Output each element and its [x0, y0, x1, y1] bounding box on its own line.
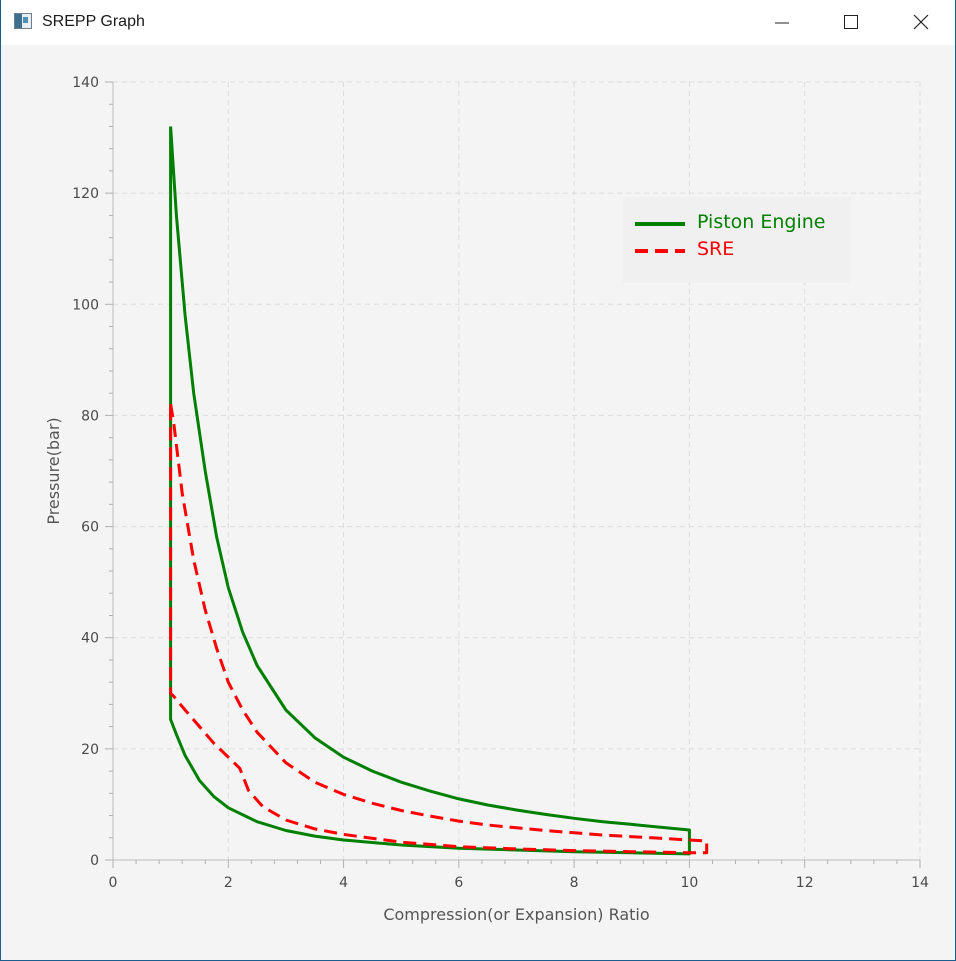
- y-tick-label: 120: [72, 186, 99, 202]
- x-tick-label: 0: [109, 875, 118, 891]
- series-line-piston-engine: [169, 126, 691, 856]
- axes: [105, 81, 921, 868]
- x-tick-label: 12: [796, 875, 814, 891]
- legend-label-sre: SRE: [697, 238, 735, 260]
- x-tick-label: 4: [339, 875, 348, 891]
- minimize-icon: [775, 22, 789, 24]
- title-bar[interactable]: SREPP Graph: [1, 0, 955, 45]
- legend-label-piston: Piston Engine: [697, 211, 826, 233]
- x-tick-label: 6: [454, 875, 463, 891]
- close-button[interactable]: [886, 0, 956, 45]
- x-axis-label: Compression(or Expansion) Ratio: [383, 905, 649, 924]
- maximize-icon: [844, 15, 858, 29]
- legend-item-sre: SRE: [635, 238, 845, 262]
- legend: Piston Engine SRE: [623, 197, 851, 283]
- close-icon: [913, 14, 929, 30]
- y-tick-label: 100: [72, 297, 99, 313]
- y-tick-label: 140: [72, 75, 99, 91]
- window-title: SREPP Graph: [42, 13, 145, 30]
- x-tick-label: 10: [681, 875, 699, 891]
- x-tick-label: 2: [224, 875, 233, 891]
- y-axis-label: Pressure(bar): [44, 417, 63, 524]
- series-line-sre: [169, 404, 709, 855]
- y-tick-label: 80: [81, 408, 99, 424]
- legend-swatch-sre: [635, 249, 685, 253]
- legend-swatch-piston: [635, 222, 685, 226]
- y-tick-label: 20: [81, 742, 99, 758]
- legend-item-piston: Piston Engine: [635, 211, 845, 235]
- x-tick-label: 8: [570, 875, 579, 891]
- grid-lines: [113, 81, 921, 860]
- y-tick-label: 60: [81, 520, 99, 536]
- chart-series: [169, 126, 709, 856]
- y-tick-label: 0: [90, 853, 99, 869]
- minimize-button[interactable]: [747, 0, 817, 45]
- app-icon: [14, 13, 32, 29]
- maximize-button[interactable]: [816, 0, 886, 45]
- y-tick-label: 40: [81, 631, 99, 647]
- x-tick-label: 14: [911, 875, 929, 891]
